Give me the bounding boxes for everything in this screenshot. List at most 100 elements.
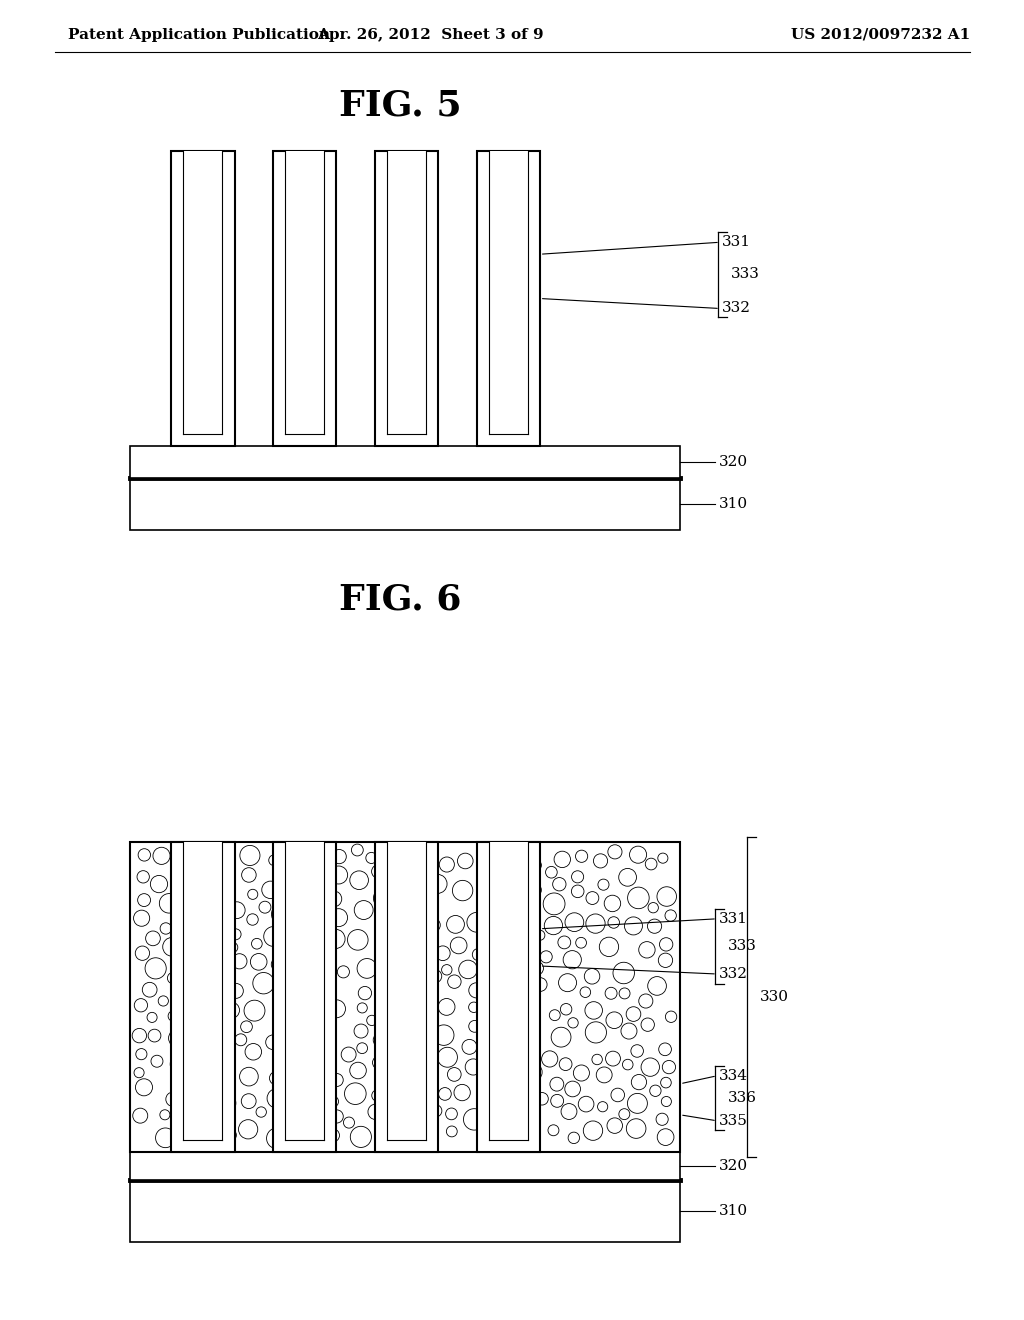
Circle shape [358, 986, 372, 999]
Circle shape [648, 903, 658, 913]
Circle shape [510, 1026, 528, 1044]
Circle shape [326, 929, 345, 949]
Circle shape [305, 940, 316, 950]
Circle shape [565, 1081, 581, 1097]
Circle shape [386, 1047, 399, 1060]
Circle shape [657, 1129, 674, 1146]
Circle shape [178, 997, 188, 1007]
Circle shape [327, 1129, 340, 1142]
Circle shape [551, 1094, 563, 1107]
Text: 331: 331 [719, 912, 748, 925]
Circle shape [373, 1056, 385, 1069]
Circle shape [534, 978, 547, 991]
Circle shape [429, 970, 441, 982]
Circle shape [592, 1055, 602, 1065]
Circle shape [469, 1020, 480, 1032]
Circle shape [276, 865, 296, 883]
Circle shape [549, 1010, 560, 1020]
Circle shape [372, 1090, 383, 1101]
Circle shape [657, 887, 677, 907]
Circle shape [528, 883, 542, 896]
Circle shape [265, 1035, 281, 1049]
Text: 330: 330 [760, 990, 790, 1005]
Circle shape [451, 937, 467, 954]
Circle shape [551, 1027, 571, 1047]
Circle shape [331, 1073, 343, 1086]
Circle shape [604, 895, 621, 912]
Circle shape [151, 1055, 163, 1068]
Circle shape [302, 1034, 312, 1044]
Circle shape [287, 1031, 297, 1041]
Circle shape [281, 1109, 296, 1123]
Circle shape [504, 983, 519, 999]
Circle shape [469, 983, 484, 998]
Circle shape [598, 1102, 608, 1111]
Circle shape [391, 1089, 406, 1104]
Circle shape [558, 974, 577, 991]
Circle shape [446, 1126, 458, 1137]
Circle shape [177, 985, 187, 994]
Circle shape [594, 854, 607, 869]
Text: 310: 310 [719, 498, 749, 511]
Circle shape [368, 1104, 384, 1119]
Text: 334: 334 [719, 1069, 748, 1082]
Circle shape [599, 937, 618, 957]
Circle shape [298, 1106, 312, 1119]
Circle shape [427, 919, 440, 932]
Circle shape [357, 1003, 368, 1012]
Circle shape [503, 870, 513, 879]
Circle shape [571, 871, 584, 883]
Circle shape [216, 1069, 229, 1082]
Circle shape [618, 1109, 630, 1119]
Circle shape [318, 970, 331, 983]
Circle shape [408, 1118, 428, 1139]
Text: Patent Application Publication: Patent Application Publication [68, 28, 330, 42]
Circle shape [278, 994, 298, 1014]
Circle shape [561, 1104, 577, 1119]
Circle shape [658, 953, 673, 968]
Circle shape [620, 987, 630, 999]
Circle shape [242, 1094, 256, 1109]
Circle shape [138, 849, 151, 861]
Bar [130, 1180, 680, 1242]
Bar [183, 842, 222, 1140]
Circle shape [550, 1077, 564, 1092]
Circle shape [228, 983, 244, 998]
Circle shape [492, 902, 508, 917]
Circle shape [374, 888, 393, 908]
Circle shape [438, 1088, 452, 1101]
Circle shape [623, 1059, 633, 1071]
Circle shape [467, 912, 486, 932]
Circle shape [554, 851, 570, 867]
Circle shape [379, 920, 392, 933]
Circle shape [607, 1118, 623, 1134]
Circle shape [330, 908, 347, 927]
Circle shape [481, 1043, 499, 1060]
Circle shape [462, 1039, 477, 1055]
Circle shape [191, 1126, 203, 1138]
Circle shape [142, 982, 157, 997]
Circle shape [511, 853, 528, 870]
Circle shape [310, 849, 328, 866]
Circle shape [163, 937, 181, 956]
Text: FIG. 6: FIG. 6 [339, 583, 461, 616]
Circle shape [284, 1018, 294, 1028]
Circle shape [160, 894, 179, 913]
Circle shape [203, 855, 222, 874]
Circle shape [628, 887, 649, 908]
Text: 320: 320 [719, 1159, 749, 1173]
Circle shape [180, 874, 198, 891]
Circle shape [484, 1023, 496, 1035]
Circle shape [409, 870, 425, 887]
Circle shape [134, 999, 147, 1012]
Circle shape [317, 882, 329, 894]
Circle shape [526, 950, 537, 961]
Circle shape [290, 960, 300, 969]
Circle shape [542, 1051, 558, 1067]
Circle shape [518, 974, 531, 989]
Circle shape [430, 1105, 442, 1117]
Circle shape [608, 845, 622, 859]
Bar [130, 446, 680, 478]
Circle shape [394, 1028, 407, 1040]
Circle shape [344, 1082, 367, 1105]
